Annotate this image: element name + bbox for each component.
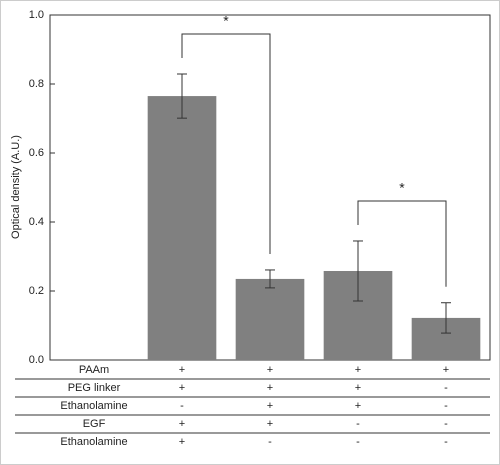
table-cell: + [179, 418, 185, 430]
table-cell: + [179, 364, 185, 376]
error-bar [265, 269, 275, 289]
significance-bracket [357, 200, 447, 287]
table-cell: + [443, 364, 449, 376]
table-cell: + [355, 382, 361, 394]
row-label: PAAm [79, 364, 109, 376]
row-label: PEG linker [68, 382, 121, 394]
row-label: Ethanolamine [60, 436, 127, 448]
table-cell: + [267, 364, 273, 376]
row-label: EGF [83, 418, 106, 430]
table-cell: + [179, 382, 185, 394]
y-axis-title: Optical density (A.U.) [10, 135, 22, 239]
y-tick-label: 0.8 [29, 78, 44, 90]
y-tick-label: 0.6 [29, 147, 44, 159]
error-bar [441, 302, 451, 334]
table-cell: + [355, 364, 361, 376]
table-cell: + [179, 436, 185, 448]
error-bar [353, 240, 363, 302]
bar [235, 278, 305, 360]
significance-bracket [181, 33, 271, 254]
table-cell: + [267, 382, 273, 394]
y-tick-label: 1.0 [29, 9, 44, 21]
significance-label: * [399, 180, 405, 196]
table-cell: - [444, 400, 448, 412]
table-cell: - [444, 436, 448, 448]
table-cell: - [180, 400, 184, 412]
table-cell: + [267, 400, 273, 412]
table-cell: + [267, 418, 273, 430]
significance-label: * [223, 13, 229, 29]
row-label: Ethanolamine [60, 400, 127, 412]
y-tick-label: 0.4 [29, 216, 44, 228]
error-bar [177, 73, 187, 119]
table-cell: + [355, 400, 361, 412]
table-cell: - [268, 436, 272, 448]
bar [147, 96, 217, 360]
table-cell: - [444, 418, 448, 430]
table-cell: - [444, 382, 448, 394]
y-tick-label: 0.2 [29, 285, 44, 297]
y-tick-label: 0.0 [29, 354, 44, 366]
table-cell: - [356, 436, 360, 448]
table-cell: - [356, 418, 360, 430]
